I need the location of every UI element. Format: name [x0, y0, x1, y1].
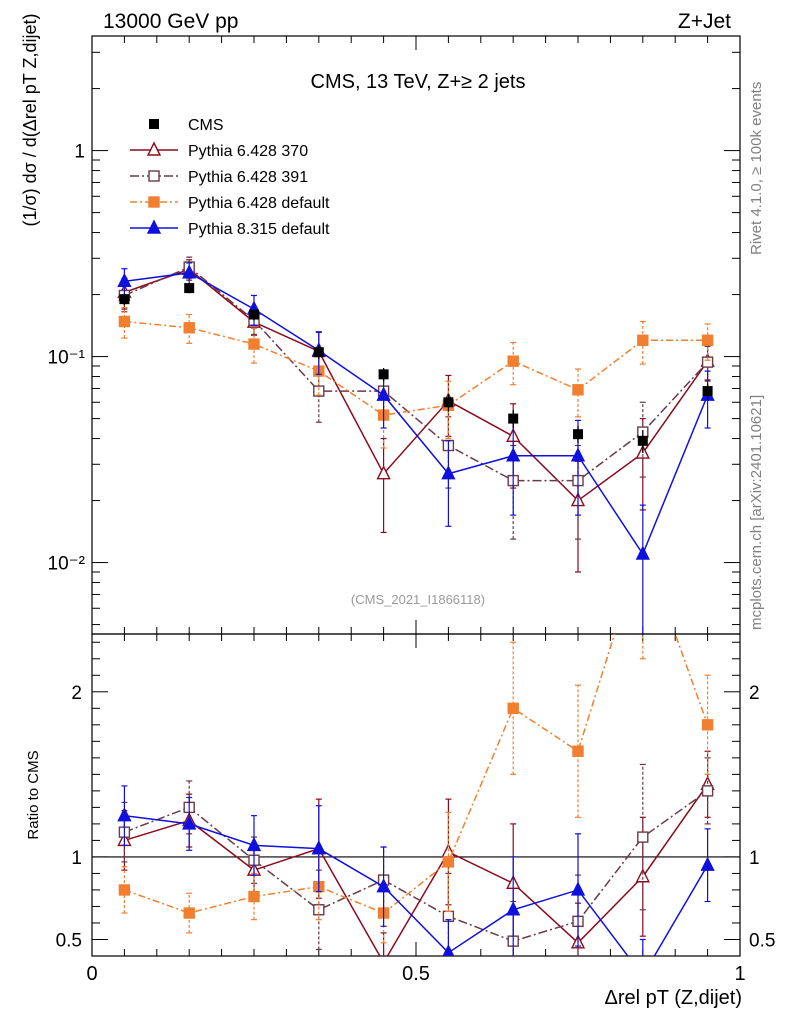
x-axis-label: Δrel pT (Z,dijet) [605, 987, 742, 1009]
series-4-ratio-point [117, 807, 132, 822]
analysis-watermark: (CMS_2021_I1866118) [351, 592, 485, 607]
legend-series-1-marker [146, 141, 162, 156]
ratio-y-tick-label-right: 2 [749, 683, 760, 704]
series-2-ratio-point [701, 785, 714, 797]
legend-series-4-label: Pythia 8.315 default [188, 221, 330, 238]
series-3-ratio-point [507, 702, 519, 715]
series-4-ratio-point [376, 878, 391, 893]
rivet-version-label: Rivet 4.1.0, ≥ 100k events [748, 82, 765, 255]
series-2-point [313, 385, 325, 397]
cms-data-point [313, 347, 324, 358]
series-3-point [248, 338, 260, 350]
x-tick-label: 0.5 [402, 963, 430, 985]
cms-data-point [184, 283, 195, 294]
series-2-ratio-line [124, 790, 709, 942]
cms-data-point [573, 429, 583, 440]
y-tick-label: 10⁻² [48, 554, 86, 575]
series-1-point [376, 465, 391, 480]
header-right-label: Z+Jet [678, 10, 731, 33]
series-4-ratio-point [637, 969, 649, 981]
legend-series-1-label: Pythia 6.428 370 [188, 143, 308, 160]
series-4-point [635, 545, 650, 560]
series-1-ratio-line [124, 783, 709, 956]
series-3-ratio-point [701, 719, 714, 731]
x-tick-label: 1 [734, 963, 745, 985]
series-4-line [124, 272, 709, 556]
series-2-ratio-point [313, 904, 325, 916]
series-4-point [441, 465, 456, 480]
header-left-label: 13000 GeV pp [103, 10, 238, 33]
series-3-ratio-point [442, 856, 455, 868]
cms-data-point [443, 397, 454, 408]
series-4-point [182, 264, 197, 279]
series-2-ratio-point [637, 831, 649, 843]
series-4-point [506, 447, 521, 462]
chart-title: CMS, 13 TeV, Z+≥ 2 jets [311, 71, 526, 93]
legend-series-3-label: Pythia 6.428 default [188, 195, 330, 212]
cms-data-point [249, 309, 259, 320]
series-3-ratio-point [248, 890, 260, 903]
series-4-ratio-point [442, 944, 455, 956]
series-4-ratio-point [700, 856, 715, 871]
series-3-ratio-point [572, 745, 584, 757]
series-3-point [118, 315, 131, 328]
legend-series-4-marker [146, 219, 162, 234]
series-3-point [183, 322, 195, 334]
cms-data-point [637, 435, 648, 446]
series-1-line [124, 268, 709, 502]
legend-series-2-label: Pythia 6.428 391 [188, 169, 308, 186]
ratio-y-axis-label-text: Ratio to CMS [25, 750, 42, 839]
series-4-ratio-point [570, 881, 586, 896]
series-4-ratio-line [124, 814, 709, 956]
axis-ticks: 0 0.5 110⁻²10⁻¹10.5 0.51 12 2 [48, 36, 775, 985]
series-3-ratio-point [183, 907, 195, 919]
series-4-point [376, 386, 391, 401]
series-4-ratio-point [182, 815, 197, 830]
x-tick-label: 0 [86, 963, 97, 985]
series-3-point [572, 384, 584, 396]
ratio-y-axis-label: Ratio to CMS [25, 750, 42, 839]
ratio-y-tick-label-right: 1 [749, 848, 760, 869]
source-label: mcplots.cern.ch [arXiv:2401.10621] [748, 395, 765, 630]
cms-data-point [378, 369, 389, 380]
main-series-group [117, 256, 715, 634]
rivet-version-text: Rivet 4.1.0, ≥ 100k events [748, 82, 765, 255]
legend-series-3-marker [148, 196, 160, 208]
cms-data-point [119, 294, 130, 305]
main-y-axis-label: (1/σ) dσ / d(Δrel pT Z,dijet) [20, 14, 40, 227]
series-4-point [117, 272, 132, 287]
y-tick-label: 10⁻¹ [48, 348, 86, 369]
series-4-point [570, 447, 586, 462]
series-3-line [124, 320, 708, 416]
cms-data-point [508, 413, 519, 424]
main-y-axis-label-text: (1/σ) dσ / d(Δrel pT Z,dijet) [20, 14, 40, 227]
series-3-point [637, 334, 649, 346]
series-2-line [124, 266, 709, 482]
series-3-point [507, 355, 519, 367]
ratio-y-tick-label: 0.5 [56, 930, 82, 951]
ratio-y-tick-label-right: 0.5 [749, 930, 775, 951]
legend-cms-marker [149, 119, 159, 129]
ratio-y-tick-label: 2 [71, 683, 82, 704]
source-text: mcplots.cern.ch [arXiv:2401.10621] [748, 395, 765, 630]
series-1-ratio-point [382, 954, 385, 956]
ratio-series-group [117, 634, 715, 981]
ratio-y-tick-label: 1 [71, 848, 82, 869]
series-2-point [701, 356, 714, 368]
series-3-point [701, 334, 714, 346]
legend: CMS Pythia 6.428 370 Pythia 6.428 391 Pythi… [130, 117, 330, 238]
cms-data-point [702, 386, 713, 397]
series-1-ratio-point [635, 868, 650, 883]
series-4-ratio-point [246, 836, 262, 852]
y-tick-label: 1 [74, 142, 85, 163]
series-3-ratio-point [118, 884, 131, 896]
series-3-ratio-line [124, 634, 709, 914]
series-4-ratio-point [506, 901, 521, 916]
legend-cms-label: CMS [188, 117, 224, 134]
series-4-ratio-point [311, 840, 326, 855]
legend-series-2-marker [148, 170, 160, 182]
